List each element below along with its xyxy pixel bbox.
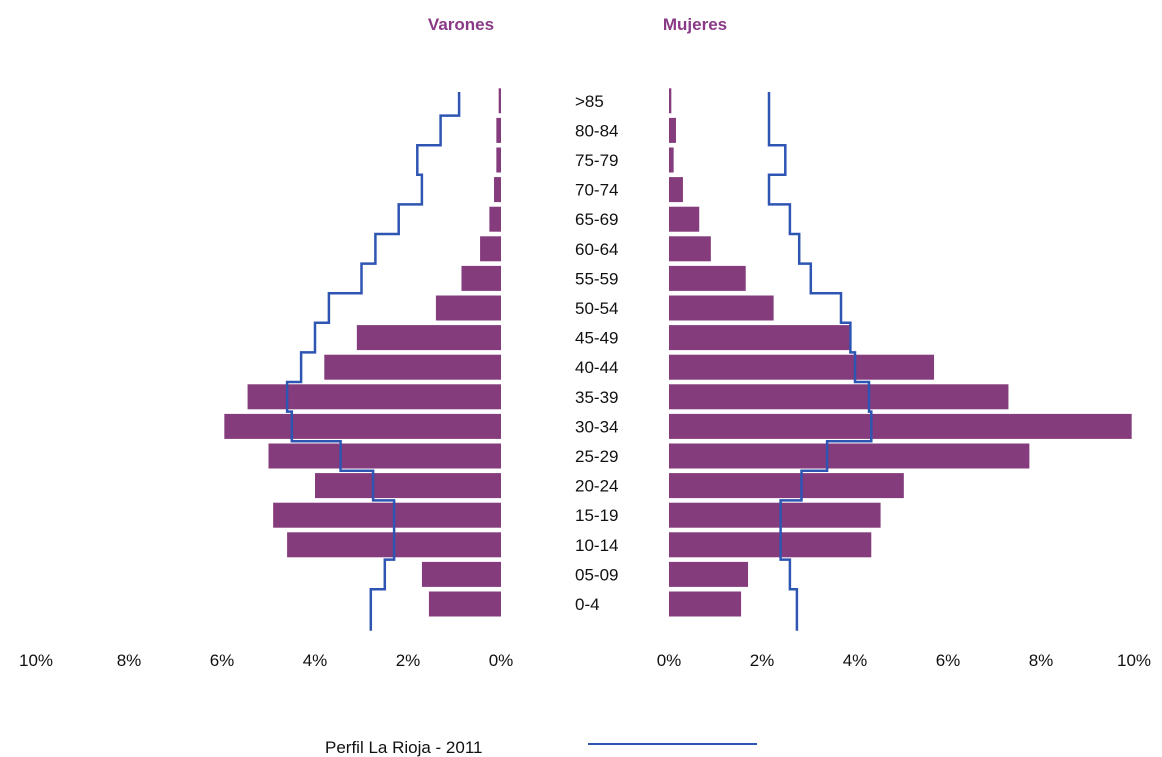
age-label-2: 75-79 <box>575 151 618 170</box>
mujeres-panel-title: Mujeres <box>663 15 727 34</box>
mujeres-tick-4: 8% <box>1029 651 1054 670</box>
age-label-9: 40-44 <box>575 358 618 377</box>
age-label-12: 25-29 <box>575 447 618 466</box>
mujeres-bar-8 <box>669 325 851 351</box>
varones-bar-8 <box>356 325 501 351</box>
varones-tick-3: 4% <box>303 651 328 670</box>
varones-tick-0: 10% <box>19 651 53 670</box>
mujeres-bar-11 <box>669 413 1132 439</box>
varones-bar-12 <box>268 443 501 469</box>
mujeres-bar-14 <box>669 502 881 528</box>
varones-bar-9 <box>324 354 501 380</box>
mujeres-bar-2 <box>669 147 674 173</box>
mujeres-bar-3 <box>669 177 683 203</box>
mujeres-bar-5 <box>669 236 711 262</box>
mujeres-tick-5: 10% <box>1117 651 1151 670</box>
varones-bar-7 <box>435 295 501 321</box>
varones-bar-6 <box>461 265 501 291</box>
mujeres-bar-16 <box>669 561 749 587</box>
age-label-11: 30-34 <box>575 417 618 436</box>
mujeres-bar-1 <box>669 117 676 143</box>
varones-tick-1: 8% <box>117 651 142 670</box>
age-label-6: 55-59 <box>575 269 618 288</box>
age-label-14: 15-19 <box>575 506 618 525</box>
mujeres-bar-9 <box>669 354 935 380</box>
varones-tick-4: 2% <box>396 651 421 670</box>
age-label-16: 05-09 <box>575 565 618 584</box>
mujeres-bars <box>669 88 1132 617</box>
varones-panel-title: Varones <box>428 15 494 34</box>
varones-bar-17 <box>428 591 501 617</box>
varones-bar-4 <box>489 206 501 232</box>
mujeres-bar-10 <box>669 384 1009 410</box>
mujeres-bar-0 <box>669 88 672 114</box>
age-group-labels: >85 80-84 75-79 70-74 65-69 60-64 55-59 50-54 45… <box>575 92 618 614</box>
mujeres-tick-3: 6% <box>936 651 961 670</box>
age-label-17: 0-4 <box>575 595 600 614</box>
mujeres-bar-7 <box>669 295 774 321</box>
varones-tick-2: 6% <box>210 651 235 670</box>
varones-bar-5 <box>480 236 501 262</box>
mujeres-profile-line <box>767 92 873 631</box>
mujeres-bar-17 <box>669 591 742 617</box>
age-label-5: 60-64 <box>575 240 618 259</box>
varones-bar-3 <box>494 177 501 203</box>
mujeres-bar-15 <box>669 532 872 558</box>
mujeres-tick-1: 2% <box>750 651 775 670</box>
varones-bar-10 <box>247 384 501 410</box>
varones-bar-2 <box>496 147 501 173</box>
legend-label: Perfil La Rioja - 2011 <box>325 738 483 757</box>
varones-tick-5: 0% <box>489 651 514 670</box>
varones-bar-16 <box>421 561 501 587</box>
age-label-8: 45-49 <box>575 329 618 348</box>
varones-bars <box>224 88 501 617</box>
varones-bar-13 <box>315 473 501 499</box>
age-label-3: 70-74 <box>575 181 618 200</box>
varones-bar-0 <box>498 88 501 114</box>
age-label-13: 20-24 <box>575 477 618 496</box>
age-label-0: >85 <box>575 92 604 111</box>
mujeres-bar-13 <box>669 473 904 499</box>
mujeres-bar-6 <box>669 265 746 291</box>
varones-bar-1 <box>496 117 501 143</box>
mujeres-tick-2: 4% <box>843 651 868 670</box>
varones-profile-line <box>285 92 461 631</box>
mujeres-bar-12 <box>669 443 1030 469</box>
mujeres-bar-4 <box>669 206 700 232</box>
age-label-7: 50-54 <box>575 299 618 318</box>
varones-x-axis-ticks: 10% 8% 6% 4% 2% 0% <box>19 651 513 670</box>
legend: Perfil La Rioja - 2011 <box>325 738 757 757</box>
age-label-1: 80-84 <box>575 121 618 140</box>
varones-bar-14 <box>273 502 501 528</box>
varones-bar-11 <box>224 413 501 439</box>
age-label-4: 65-69 <box>575 210 618 229</box>
mujeres-tick-0: 0% <box>657 651 682 670</box>
age-label-15: 10-14 <box>575 536 618 555</box>
mujeres-x-axis-ticks: 0% 2% 4% 6% 8% 10% <box>657 651 1151 670</box>
age-label-10: 35-39 <box>575 388 618 407</box>
